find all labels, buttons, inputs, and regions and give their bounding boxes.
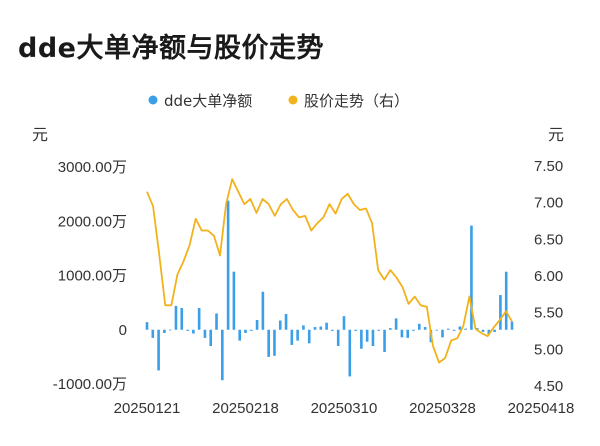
left-tick-label: 2000.00万 <box>58 213 127 230</box>
dde-bar <box>221 329 224 381</box>
dde-bar <box>267 329 270 357</box>
price-line <box>146 178 513 364</box>
dde-bar <box>464 328 467 330</box>
dde-bar <box>319 326 323 330</box>
right-tick-label: 7.00 <box>534 195 563 212</box>
x-tick-label: 20250121 <box>114 400 181 417</box>
dde-bar <box>336 329 340 347</box>
dde-bar <box>394 318 398 330</box>
dde-bar <box>360 329 363 349</box>
dde-bar <box>493 329 496 332</box>
dde-bar <box>255 319 259 330</box>
dde-bar <box>180 308 184 330</box>
right-tick-label: 5.50 <box>534 305 563 322</box>
dde-bar <box>470 225 473 330</box>
dde-bar <box>499 295 502 330</box>
dde-bar <box>418 323 421 330</box>
x-tick-label: 20250310 <box>311 400 378 417</box>
right-tick-label: 5.00 <box>534 341 563 358</box>
dde-bar <box>197 308 201 330</box>
dde-bar <box>365 329 369 342</box>
x-tick-label: 20250218 <box>212 400 279 417</box>
dde-bar <box>331 329 334 331</box>
x-tick-label: 20250418 <box>508 400 575 417</box>
right-tick-label: 7.50 <box>534 158 563 175</box>
left-tick-label: 0 <box>119 322 127 339</box>
x-axis-ticks: 20250121 20250218 20250310 20250328 20250418 <box>114 400 575 417</box>
dde-bar <box>325 322 328 330</box>
dde-bar <box>504 271 508 330</box>
left-tick-label: 1000.00万 <box>58 268 127 285</box>
dde-bar <box>313 327 317 330</box>
dde-bar <box>209 329 213 347</box>
dde-bar <box>435 329 438 331</box>
dde-bar <box>296 329 299 341</box>
dde-bar <box>389 328 392 330</box>
dde-bar <box>278 320 282 330</box>
x-tick-label: 20250328 <box>409 400 476 417</box>
right-axis-ticks: 7.50 7.00 6.50 6.00 5.50 5.00 4.50 <box>534 158 563 395</box>
dde-bar <box>354 329 357 331</box>
legend-label-dde: dde大单净额 <box>164 92 252 110</box>
dde-bar <box>249 329 253 331</box>
dde-bar <box>481 329 485 332</box>
chart-title: dde大单净额与股价走势 <box>18 33 324 64</box>
dde-bar <box>226 200 230 330</box>
dde-bar <box>423 327 427 330</box>
dde-bar <box>406 329 410 338</box>
dde-bar-series <box>145 200 514 381</box>
dde-bar <box>238 329 241 341</box>
dde-bar <box>487 329 491 335</box>
legend-marker-dde <box>148 95 158 105</box>
right-tick-label: 6.50 <box>534 231 563 248</box>
right-tick-label: 6.00 <box>534 268 563 285</box>
dde-bar <box>284 314 288 330</box>
left-axis-ticks: 3000.00万 2000.00万 1000.00万 0 -1000.00万 <box>53 159 127 393</box>
right-axis-unit: 元 <box>548 125 564 144</box>
dde-bar <box>377 329 381 331</box>
price-line-series <box>146 178 513 364</box>
dde-bar <box>348 329 352 377</box>
dde-bar <box>307 329 311 344</box>
dde-bar <box>302 325 305 330</box>
dde-bar <box>168 329 172 331</box>
right-tick-label: 4.50 <box>534 378 563 395</box>
dde-bar <box>186 329 189 331</box>
dde-bar <box>400 329 404 338</box>
dde-bar <box>412 329 415 331</box>
dde-bar <box>174 305 178 330</box>
dde-bar <box>232 271 236 330</box>
dde-bar <box>192 329 195 334</box>
dde-bar <box>458 326 462 330</box>
dde-bar <box>441 329 444 338</box>
dde-bar <box>383 329 386 352</box>
dde-bar <box>342 316 346 330</box>
dde-bar <box>244 329 247 333</box>
dde-bar <box>215 313 218 330</box>
legend[interactable]: dde大单净额 股价走势（右） <box>148 92 410 110</box>
dde-bar <box>203 329 207 338</box>
dde-bar <box>510 321 514 330</box>
dde-bar <box>145 322 149 330</box>
dde-bar <box>446 328 450 330</box>
dde-bar <box>163 329 166 333</box>
left-tick-label: 3000.00万 <box>58 159 127 176</box>
dde-bar <box>157 329 160 371</box>
dde-bar <box>452 329 456 331</box>
left-axis-unit: 元 <box>32 125 48 144</box>
dde-bar <box>261 291 265 330</box>
legend-label-price: 股价走势（右） <box>304 92 409 110</box>
dde-bar <box>290 329 294 345</box>
legend-marker-price <box>288 95 298 105</box>
left-tick-label: -1000.00万 <box>53 376 127 393</box>
dde-bar <box>151 329 155 338</box>
dde-bar <box>273 329 276 356</box>
dde-bar <box>371 329 375 347</box>
dde-bar <box>475 328 479 330</box>
